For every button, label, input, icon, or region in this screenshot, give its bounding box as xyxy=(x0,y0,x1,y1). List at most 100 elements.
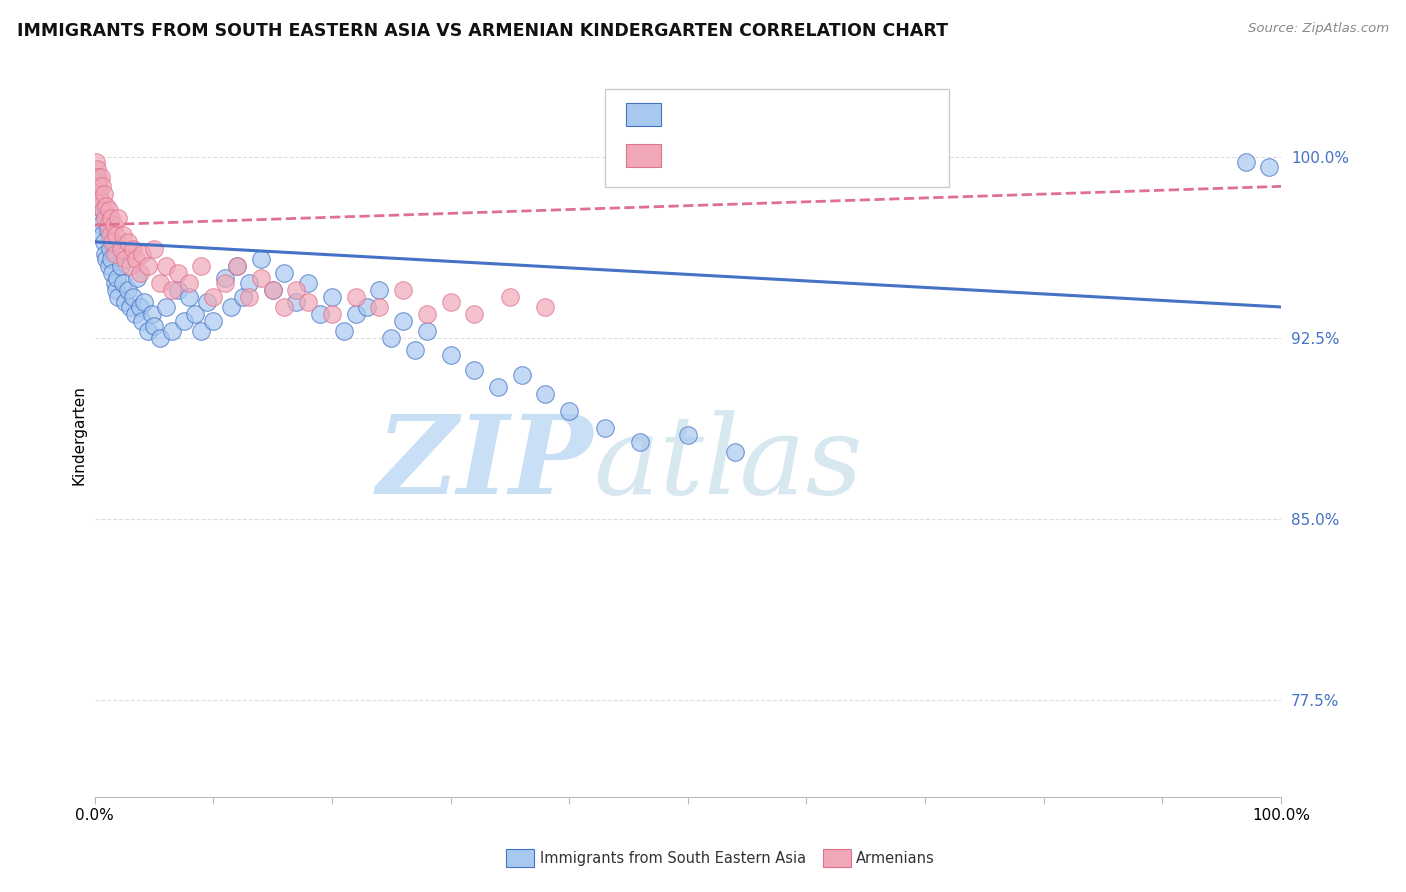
Point xyxy=(94,211,117,225)
Point xyxy=(593,420,616,434)
Point xyxy=(179,290,201,304)
Point xyxy=(141,307,163,321)
Point xyxy=(184,307,207,321)
Point xyxy=(392,314,415,328)
Point xyxy=(249,271,271,285)
Point xyxy=(309,307,332,321)
Point xyxy=(104,283,127,297)
Point xyxy=(262,283,284,297)
Point xyxy=(344,307,367,321)
Point xyxy=(238,276,260,290)
Point xyxy=(166,266,188,280)
Text: atlas: atlas xyxy=(593,410,862,517)
Point xyxy=(131,247,153,261)
Point xyxy=(416,307,439,321)
Point xyxy=(149,276,172,290)
Point xyxy=(190,324,212,338)
Point xyxy=(94,247,117,261)
Point xyxy=(439,348,461,362)
Point xyxy=(128,300,150,314)
Point xyxy=(107,211,129,225)
Point xyxy=(219,300,242,314)
Point xyxy=(136,259,159,273)
Point xyxy=(202,314,225,328)
Point xyxy=(110,242,132,256)
Point xyxy=(195,295,218,310)
Point xyxy=(101,266,124,280)
Point xyxy=(98,227,121,242)
Point xyxy=(128,266,150,280)
Point xyxy=(321,290,343,304)
Point xyxy=(90,227,112,242)
Text: IMMIGRANTS FROM SOUTH EASTERN ASIA VS ARMENIAN KINDERGARTEN CORRELATION CHART: IMMIGRANTS FROM SOUTH EASTERN ASIA VS AR… xyxy=(17,22,948,40)
Point xyxy=(89,211,111,225)
Point xyxy=(285,283,308,297)
Point xyxy=(166,283,188,297)
Point xyxy=(368,300,391,314)
Point xyxy=(93,235,115,249)
Point xyxy=(97,203,120,218)
Point xyxy=(86,169,108,184)
Point xyxy=(226,259,249,273)
Point xyxy=(499,290,522,304)
Point xyxy=(87,179,110,194)
Point xyxy=(321,307,343,321)
Point xyxy=(558,403,581,417)
Point xyxy=(112,276,135,290)
Point xyxy=(404,343,426,358)
Point xyxy=(117,283,139,297)
Point xyxy=(87,179,110,194)
Point xyxy=(273,266,295,280)
Point xyxy=(380,331,402,345)
Point xyxy=(100,211,122,225)
Point xyxy=(232,290,254,304)
Point xyxy=(1234,155,1257,169)
Point xyxy=(91,203,114,218)
Point xyxy=(463,307,485,321)
Point xyxy=(91,203,114,218)
Point xyxy=(356,300,378,314)
Text: ZIP: ZIP xyxy=(377,410,593,517)
Point xyxy=(510,368,533,382)
Point xyxy=(90,179,112,194)
Point xyxy=(262,283,284,297)
Y-axis label: Kindergarten: Kindergarten xyxy=(72,384,86,484)
Point xyxy=(107,290,129,304)
Point xyxy=(202,290,225,304)
Point xyxy=(249,252,271,266)
Point xyxy=(344,290,367,304)
Point xyxy=(121,290,143,304)
Point xyxy=(1258,160,1281,174)
Point xyxy=(103,235,125,249)
Point xyxy=(84,155,107,169)
Point xyxy=(214,276,236,290)
Point xyxy=(97,259,120,273)
Point xyxy=(463,362,485,376)
Point xyxy=(96,199,118,213)
Point xyxy=(114,252,136,266)
Point xyxy=(104,227,127,242)
Point xyxy=(114,295,136,310)
Point xyxy=(125,252,148,266)
Point xyxy=(97,223,120,237)
Point xyxy=(100,252,122,266)
Point xyxy=(120,259,142,273)
Point xyxy=(112,227,135,242)
Point xyxy=(89,194,111,208)
Point xyxy=(368,283,391,297)
Point xyxy=(486,379,509,393)
Point xyxy=(155,259,177,273)
Point xyxy=(103,218,125,232)
Point xyxy=(110,259,132,273)
Text: Immigrants from South Eastern Asia: Immigrants from South Eastern Asia xyxy=(540,851,806,865)
Point xyxy=(96,252,118,266)
Point xyxy=(93,186,115,201)
Point xyxy=(226,259,249,273)
Point xyxy=(676,427,699,442)
Point xyxy=(134,295,156,310)
Point xyxy=(136,324,159,338)
Point xyxy=(534,300,557,314)
Point xyxy=(89,186,111,201)
Point xyxy=(117,235,139,249)
Point xyxy=(86,162,108,177)
